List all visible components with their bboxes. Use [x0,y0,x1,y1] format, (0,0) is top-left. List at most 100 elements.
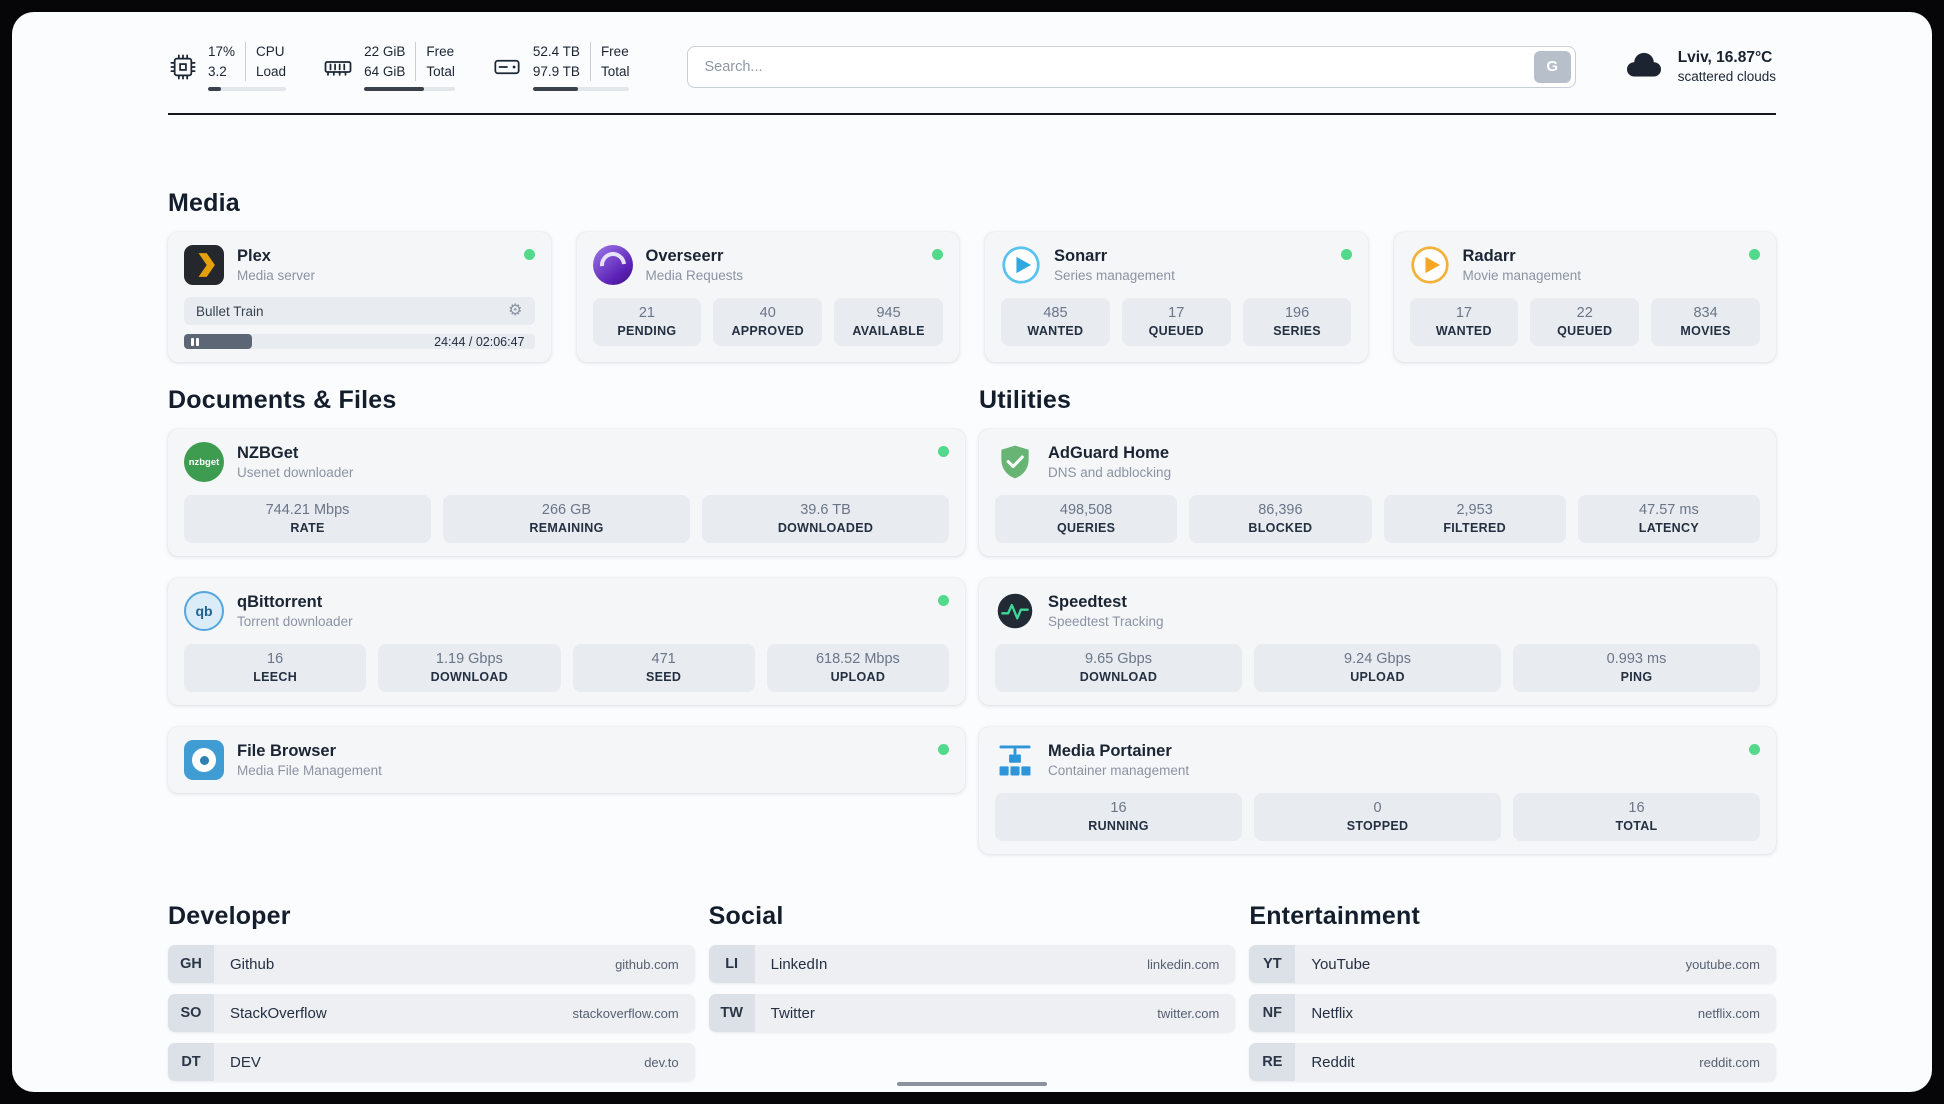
playback-progress-bar[interactable]: 24:44 / 02:06:47 [184,334,535,350]
playback-time: 24:44 / 02:06:47 [434,334,525,349]
topbar: 17% 3.2 CPU Load [168,12,1776,92]
playback-progress-fill [184,334,253,350]
plex-icon [184,245,224,286]
section-title-utilities: Utilities [979,386,1072,415]
stat-seed: 471 SEED [572,644,755,693]
app-card-nzbget[interactable]: nzbget NZBGet Usenet downloader 744.21 M… [168,429,965,557]
app-subtitle: Media Requests [645,268,744,284]
search-bar: G [687,45,1576,88]
ram-total-value: 64 GiB [364,63,406,79]
section-media: Media Plex Media server [168,189,1776,363]
online-status-dot [523,249,535,261]
app-card-qbittorrent[interactable]: qb qBittorrent Torrent downloader 16 LEE… [168,578,965,706]
bookmark-twitter[interactable]: TW Twitter twitter.com [708,994,1236,1033]
page-bottom-indicator [897,1082,1047,1086]
section-utilities: Utilities AdGuard Home [979,386,1776,855]
bookmark-name: Reddit [1311,1053,1355,1071]
bookmark-name: Github [230,955,275,973]
weather-widget[interactable]: Lviv, 16.87°C scattered clouds [1622,47,1776,86]
disk-progress-bar [532,87,630,92]
stat-wanted: 485 WANTED [1001,298,1110,347]
bookmark-url: netflix.com [1697,1005,1760,1021]
bookmark-stackoverflow[interactable]: SO StackOverflow stackoverflow.com [168,994,695,1033]
stat-leech: 16 LEECH [184,644,367,693]
stat-total: 16 TOTAL [1513,793,1760,842]
online-status-dot [932,249,943,261]
adguard-icon [995,442,1035,482]
app-name: Speedtest [1048,593,1127,612]
stat-queued: 22 QUEUED [1530,298,1640,347]
stat-remaining: 266 GB REMAINING [443,495,690,544]
app-name: Radarr [1462,247,1516,266]
app-subtitle: Container management [1048,763,1190,779]
now-playing-row: Bullet Train ⚙ [184,297,535,326]
app-subtitle: Torrent downloader [237,614,353,630]
bookmark-name: LinkedIn [770,955,828,973]
app-name: File Browser [237,742,337,761]
search-input[interactable] [687,45,1576,88]
app-name: Overseerr [645,247,724,266]
online-status-dot [938,595,949,607]
search-engine-button[interactable]: G [1533,50,1571,83]
disk-total-value: 97.9 TB [532,63,580,79]
cloud-icon [1622,47,1666,86]
section-title-entertainment: Entertainment [1249,902,1421,931]
bookmark-linkedin[interactable]: LI LinkedIn linkedin.com [708,945,1236,984]
bookmark-github[interactable]: GH Github github.com [168,945,695,984]
app-card-portainer[interactable]: Media Portainer Container management 16 … [979,727,1776,855]
bookmark-name: YouTube [1311,955,1371,973]
section-title-social: Social [708,902,784,931]
app-name: AdGuard Home [1048,444,1170,463]
bookmark-reddit[interactable]: RE Reddit reddit.com [1249,1043,1776,1082]
app-card-overseerr[interactable]: Overseerr Media Requests 21 PENDING 40 A… [576,232,959,363]
bookmark-name: DEV [230,1053,261,1071]
stat-download: 1.19 Gbps DOWNLOAD [378,644,561,693]
header-divider [168,113,1776,116]
bookmark-url: dev.to [644,1054,679,1070]
bookmark-name: Netflix [1311,1004,1354,1022]
bookmark-name: Twitter [770,1004,815,1022]
bookmark-youtube[interactable]: YT YouTube youtube.com [1249,945,1776,984]
ram-monitor: 22 GiB 64 GiB Free Total [322,42,455,92]
ram-icon [322,52,354,82]
disk-monitor: 52.4 TB 97.9 TB Free Total [491,42,630,92]
app-card-sonarr[interactable]: Sonarr Series management 485 WANTED 17 Q… [985,232,1368,363]
bookmark-url: twitter.com [1157,1005,1220,1021]
app-card-adguard[interactable]: AdGuard Home DNS and adblocking 498,508 … [979,429,1776,557]
app-card-filebrowser[interactable]: File Browser Media File Management [168,727,965,794]
gear-icon[interactable]: ⚙ [508,302,523,320]
bookmark-dev[interactable]: DT DEV dev.to [168,1043,695,1082]
bookmark-url: stackoverflow.com [572,1005,679,1021]
stat-series: 196 SERIES [1242,298,1352,347]
app-subtitle: Usenet downloader [237,465,354,481]
dashboard-page: 17% 3.2 CPU Load [12,12,1932,1092]
app-card-speedtest[interactable]: Speedtest Speedtest Tracking 9.65 Gbps D… [979,578,1776,706]
app-subtitle: DNS and adblocking [1048,465,1172,481]
online-status-dot [938,744,949,756]
cpu-usage-label: CPU [256,44,285,59]
bookmark-url: github.com [615,956,679,972]
stat-running: 16 RUNNING [995,793,1242,842]
section-title-developer: Developer [168,902,291,931]
stat-wanted: 17 WANTED [1409,298,1519,347]
overseerr-icon [592,245,633,286]
bookmark-abbr: RE [1249,1043,1296,1082]
bookmark-url: reddit.com [1699,1054,1760,1070]
stat-stopped: 0 STOPPED [1254,793,1501,842]
ram-progress-fill [364,87,424,92]
section-documents: Documents & Files nzbget NZBGet Usenet d… [168,386,965,794]
disk-icon [491,52,523,82]
bookmark-netflix[interactable]: NF Netflix netflix.com [1249,994,1776,1033]
bookmark-abbr: LI [708,945,755,984]
app-card-plex[interactable]: Plex Media server Bullet Train ⚙ 24:44 [168,232,551,363]
stat-approved: 40 APPROVED [713,298,823,347]
app-name: Plex [237,247,271,266]
cpu-monitor: 17% 3.2 CPU Load [168,42,287,92]
app-card-radarr[interactable]: Radarr Movie management 17 WANTED 22 QUE… [1393,232,1776,363]
now-playing-title: Bullet Train [196,303,264,319]
bookmark-abbr: YT [1249,945,1296,984]
app-subtitle: Speedtest Tracking [1048,614,1164,630]
app-name: Media Portainer [1048,742,1172,761]
disk-total-label: Total [600,63,630,79]
cpu-usage-value: 17% [208,44,236,59]
